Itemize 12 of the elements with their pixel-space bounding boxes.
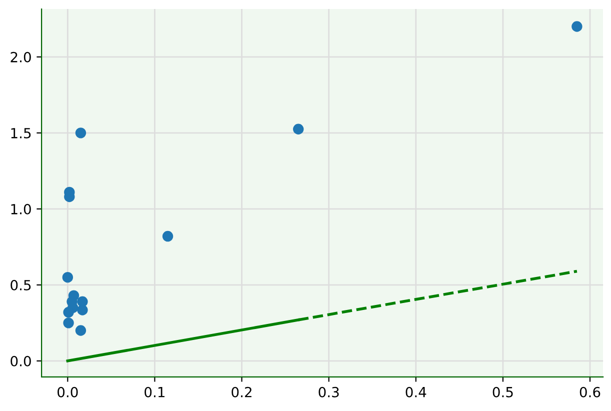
x-tick-label: 0.2 — [232, 386, 252, 398]
y-tick-label: 1.0 — [11, 204, 31, 214]
y-tick-label: 1.5 — [11, 128, 31, 138]
x-tick-label: 0.1 — [144, 386, 164, 398]
y-tick-label: 2.0 — [10, 52, 31, 62]
x-tick-label: 0.6 — [580, 386, 600, 398]
y-tick-label: 0.5 — [10, 280, 31, 290]
x-tick-label: 0.5 — [492, 386, 513, 398]
x-tick-label: 0.4 — [406, 386, 426, 398]
y-tick-label: 0.0 — [10, 356, 31, 366]
x-tick-label: 0.0 — [58, 386, 78, 398]
x-tick-label: 0.3 — [318, 386, 339, 398]
